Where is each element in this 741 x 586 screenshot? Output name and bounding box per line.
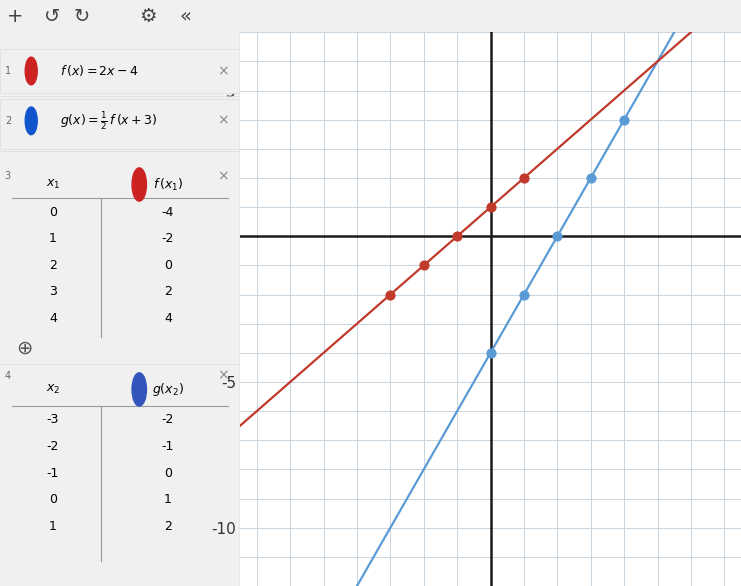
Text: ×: × xyxy=(217,369,229,383)
Text: $g(x) = \frac{1}{2}\,f\,(x+3)$: $g(x) = \frac{1}{2}\,f\,(x+3)$ xyxy=(60,110,157,132)
Text: $x_2$: $x_2$ xyxy=(46,383,60,396)
Text: ↻: ↻ xyxy=(73,6,90,26)
Text: $f\,(x) = 2x - 4$: $f\,(x) = 2x - 4$ xyxy=(60,63,139,79)
Text: ⚙: ⚙ xyxy=(139,6,157,26)
Text: ⊕: ⊕ xyxy=(16,338,32,357)
Text: 2: 2 xyxy=(164,285,172,298)
Text: 0: 0 xyxy=(49,493,57,506)
Point xyxy=(418,261,430,270)
Text: -3: -3 xyxy=(47,413,59,427)
Text: ~: ~ xyxy=(27,116,36,126)
Text: 1: 1 xyxy=(49,232,57,246)
Text: -1: -1 xyxy=(47,466,59,479)
Text: 0: 0 xyxy=(164,466,172,479)
FancyBboxPatch shape xyxy=(0,98,240,148)
Text: 2: 2 xyxy=(4,116,11,126)
Text: -2: -2 xyxy=(162,232,174,246)
Text: 0: 0 xyxy=(164,259,172,272)
Circle shape xyxy=(132,168,147,201)
Text: ×: × xyxy=(217,114,229,128)
Circle shape xyxy=(132,373,147,406)
Point xyxy=(551,231,563,241)
Text: 4: 4 xyxy=(164,312,172,325)
Text: -2: -2 xyxy=(162,413,174,427)
Text: ×: × xyxy=(217,169,229,183)
Text: ×: × xyxy=(217,64,229,78)
Text: 1: 1 xyxy=(49,520,57,533)
Text: +: + xyxy=(7,6,23,26)
Text: «: « xyxy=(179,6,191,26)
Point xyxy=(451,231,463,241)
Text: 2: 2 xyxy=(49,259,57,272)
Text: 1: 1 xyxy=(164,493,172,506)
Point xyxy=(518,173,530,183)
Point xyxy=(385,290,396,299)
Text: 4: 4 xyxy=(49,312,57,325)
FancyBboxPatch shape xyxy=(0,49,240,93)
Circle shape xyxy=(25,57,37,85)
Point xyxy=(585,173,597,183)
Text: -1: -1 xyxy=(162,440,174,453)
Text: $f\,(x_1)$: $f\,(x_1)$ xyxy=(153,176,183,193)
Text: 0: 0 xyxy=(49,206,57,219)
Text: -4: -4 xyxy=(162,206,174,219)
Point xyxy=(618,115,630,124)
Text: -2: -2 xyxy=(47,440,59,453)
Text: 3: 3 xyxy=(49,285,57,298)
Text: 4: 4 xyxy=(4,370,11,380)
Circle shape xyxy=(25,107,37,135)
Text: $g(x_2)$: $g(x_2)$ xyxy=(152,381,184,398)
Text: $x_1$: $x_1$ xyxy=(46,178,60,191)
Text: 1: 1 xyxy=(4,66,11,76)
Point xyxy=(485,348,496,357)
Text: ↺: ↺ xyxy=(44,6,60,26)
Point xyxy=(518,290,530,299)
Text: 3: 3 xyxy=(4,171,11,181)
Text: 2: 2 xyxy=(164,520,172,533)
Text: ~: ~ xyxy=(27,66,36,76)
Point xyxy=(485,202,496,212)
